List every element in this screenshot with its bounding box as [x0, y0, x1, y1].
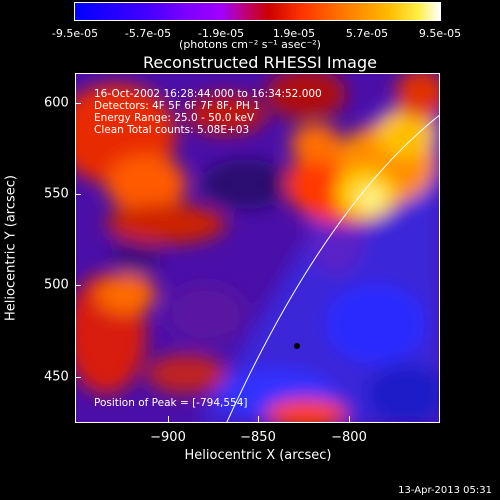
y-tick-label: 600 [44, 95, 69, 111]
y-tick-label: 500 [44, 277, 69, 293]
x-tick-label: −850 [240, 430, 276, 445]
rhessi-image [75, 73, 440, 423]
rhessi-image-map [76, 74, 439, 422]
info-detectors: Detectors: 4F 5F 6F 7F 8F, PH 1 [94, 100, 260, 112]
colorbar-units: (photons cm⁻² s⁻¹ asec⁻²) [179, 38, 321, 51]
x-axis-label: Heliocentric X (arcsec) [184, 448, 332, 463]
image-title: Reconstructed RHESSI Image [143, 53, 377, 72]
y-tick-label: 550 [44, 186, 69, 202]
y-tick-mark [75, 194, 81, 195]
y-tick-label: 450 [44, 369, 69, 385]
x-tick-label: −800 [331, 430, 367, 445]
info-peak: Position of Peak = [-794,554] [94, 397, 248, 409]
colorbar-tick: -9.5e-05 [51, 27, 99, 40]
x-tick-mark [349, 416, 350, 422]
x-tick-mark [168, 416, 169, 422]
colorbar-tick: -5.7e-05 [124, 27, 172, 40]
colorbar-tick: 5.7e-05 [345, 27, 389, 40]
y-tick-mark [75, 377, 81, 378]
y-axis-label: Heliocentric Y (arcsec) [3, 175, 19, 321]
y-tick-mark [75, 285, 81, 286]
colorbar [74, 2, 441, 21]
colorbar-tick: -1.9e-05 [197, 27, 245, 40]
colorbar-tick: 1.9e-05 [272, 27, 316, 40]
info-clean: Clean Total counts: 5.08E+03 [94, 124, 250, 136]
info-time: 16-Oct-2002 16:28:44.000 to 16:34:52.000 [94, 88, 322, 100]
y-tick-mark [75, 103, 81, 104]
colorbar-tick: 9.5e-05 [418, 27, 462, 40]
datestamp: 13-Apr-2013 05:31 [398, 485, 492, 496]
x-tick-label: −900 [150, 430, 186, 445]
info-energy: Energy Range: 25.0 - 50.0 keV [94, 112, 255, 124]
x-tick-mark [258, 416, 259, 422]
